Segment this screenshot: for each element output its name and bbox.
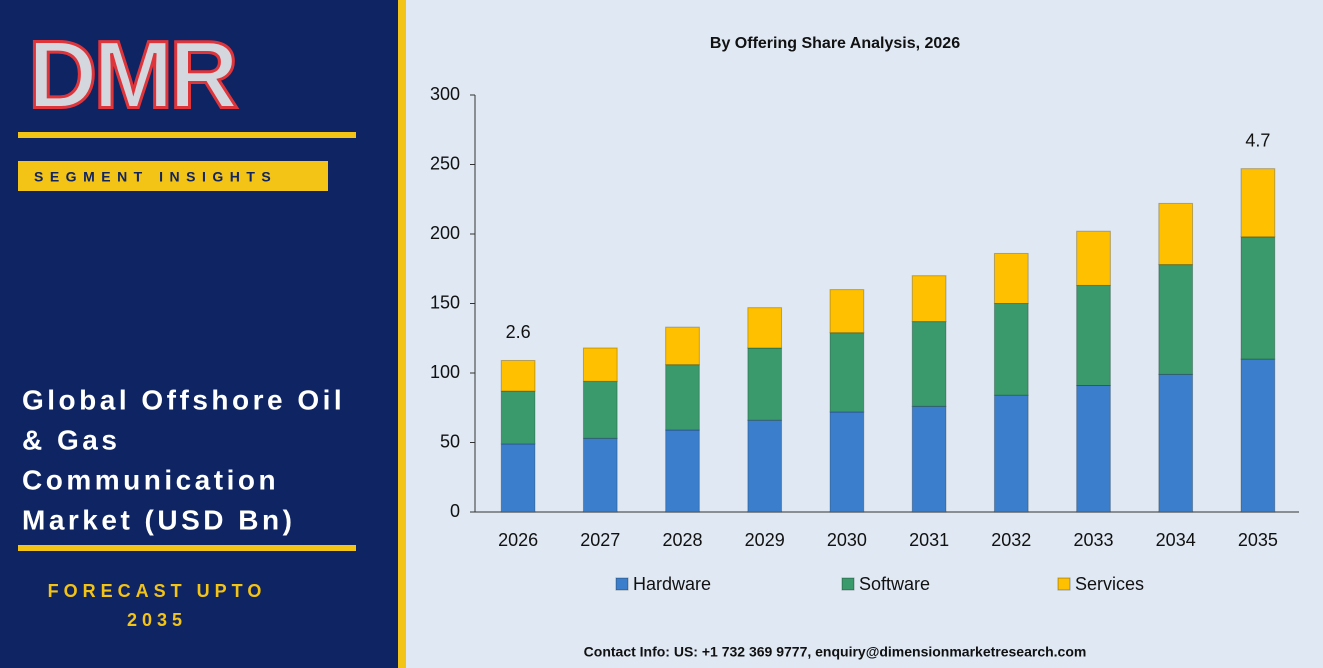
y-tick-label: 300 <box>430 84 460 104</box>
x-tick-label: 2029 <box>745 530 785 550</box>
title-line: Communication <box>22 464 279 495</box>
bar-segment <box>500 359 536 392</box>
y-tick-label: 250 <box>430 153 460 173</box>
y-tick-label: 0 <box>450 501 460 521</box>
bar-segment <box>1240 168 1276 238</box>
bar-segment <box>1076 385 1111 513</box>
bar-segment <box>500 443 536 513</box>
bar-segment <box>829 411 865 513</box>
legend-label: Services <box>1075 574 1144 594</box>
bar-segment <box>993 252 1029 305</box>
bar-segment <box>829 289 865 334</box>
bar-segment <box>582 380 618 439</box>
bar-segment <box>911 405 947 513</box>
bar-segment <box>747 419 783 513</box>
bar-segment <box>1076 230 1111 286</box>
badge: SEGMENT INSIGHTS <box>34 169 277 185</box>
bar-segment <box>1158 202 1194 266</box>
title-line: Global Offshore Oil <box>22 384 345 415</box>
bar-segment <box>665 326 700 366</box>
y-tick-label: 200 <box>430 223 460 243</box>
x-tick-label: 2031 <box>909 530 949 550</box>
bar-segment <box>1158 264 1194 375</box>
legend-label: Software <box>859 574 930 594</box>
x-tick-label: 2033 <box>1073 530 1113 550</box>
x-tick-label: 2030 <box>827 530 867 550</box>
bar-segment <box>911 321 947 407</box>
sidebar <box>0 0 398 668</box>
x-tick-label: 2034 <box>1156 530 1196 550</box>
x-tick-label: 2027 <box>580 530 620 550</box>
y-tick-label: 150 <box>430 292 460 312</box>
bar-segment <box>582 437 618 513</box>
legend-label: Hardware <box>633 574 711 594</box>
forecast-line: 2035 <box>127 610 187 630</box>
annotation: 4.7 <box>1245 130 1270 150</box>
bar-segment <box>911 275 947 323</box>
contact: Contact Info: US: +1 732 369 9777, enqui… <box>584 644 1087 660</box>
legend-swatch <box>841 577 855 591</box>
bar-segment <box>829 332 865 413</box>
bar-segment <box>500 390 536 445</box>
divider <box>398 0 406 668</box>
bar-segment <box>747 307 783 349</box>
x-tick-label: 2032 <box>991 530 1031 550</box>
badge-box <box>18 161 328 191</box>
chart-title: By Offering Share Analysis, 2026 <box>710 35 960 52</box>
plot: 0 50 100 150 200 250 300 2026 2.6 2027 2028 2029 203… <box>430 84 1299 594</box>
logo: DMR <box>28 21 237 128</box>
title-line: & Gas <box>22 424 120 455</box>
bar-segment <box>582 347 618 382</box>
title-line: Market (USD Bn) <box>22 504 295 535</box>
bar-segment <box>1240 236 1276 360</box>
bar-segment <box>1076 284 1111 387</box>
rule <box>18 132 356 138</box>
bar-segment <box>665 364 700 431</box>
bar-segment <box>993 303 1029 396</box>
bar-segment <box>665 429 700 513</box>
forecast-line: FORECAST UPTO <box>48 581 267 601</box>
legend-swatch <box>1057 577 1071 591</box>
x-tick-label: 2026 <box>498 530 538 550</box>
bar-segment <box>1240 358 1276 513</box>
bar-segment <box>747 347 783 421</box>
y-tick-label: 50 <box>440 431 460 451</box>
bar-segment <box>993 394 1029 513</box>
bar-segment <box>1158 373 1194 513</box>
sidebar-title: Global Offshore Oil & Gas Communication Mar… <box>22 384 345 535</box>
y-tick-label: 100 <box>430 362 460 382</box>
annotation: 2.6 <box>506 322 531 342</box>
forecast: FORECAST UPTO 2035 <box>48 581 267 630</box>
x-tick-label: 2035 <box>1238 530 1278 550</box>
x-tick-label: 2028 <box>662 530 702 550</box>
legend-swatch <box>615 577 629 591</box>
rule <box>18 545 356 551</box>
